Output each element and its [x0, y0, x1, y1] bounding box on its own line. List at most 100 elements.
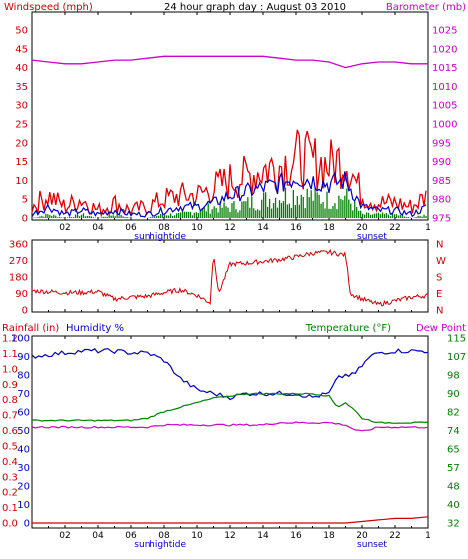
x-tick-label: 04	[92, 531, 104, 541]
humidity-tick-label: 40	[17, 445, 30, 456]
event-sunset-label: sunset	[357, 232, 387, 242]
baro-tick-label: 1025	[432, 26, 457, 37]
rainfall-tick-label: 0.8	[2, 395, 18, 406]
wind-tick-label: 0	[22, 214, 28, 225]
wind-tick-label: 10	[15, 176, 28, 187]
compass-tick-label: N	[436, 306, 443, 317]
temperature-tick-label: 48	[447, 482, 460, 493]
x-tick-label: 06	[125, 531, 137, 541]
humidity-tick-label: 20	[17, 482, 30, 493]
baro-tick-label: 980	[432, 195, 451, 206]
x-tick-label: 12	[224, 531, 235, 541]
humidity-tick-label: 30	[17, 463, 30, 474]
x-tick-label: 22	[389, 223, 400, 233]
event-hightide-label: hightide	[149, 540, 186, 550]
x-tick-label: 14	[257, 531, 269, 541]
wind_avg-series-line	[31, 171, 427, 218]
rainfall-tick-label: 1.2	[2, 334, 18, 345]
direction-series-line	[31, 248, 429, 307]
rainfall-tick-label: 1.0	[2, 364, 18, 375]
direction-tick-label: 90	[15, 289, 28, 300]
temperature-tick-label: 40	[447, 500, 460, 511]
rainfall-tick-label: 0.9	[2, 380, 18, 391]
temperature-tick-label: 115	[447, 334, 466, 345]
direction-tick-label: 180	[9, 273, 28, 284]
temperature-tick-label: 90	[447, 389, 460, 400]
wind-tick-label: 30	[15, 101, 28, 112]
panel-humidity-frame	[31, 335, 429, 529]
baro-tick-label: 995	[432, 138, 451, 149]
event-sunrise-label: sun	[134, 540, 150, 550]
compass-tick-label: W	[436, 256, 446, 267]
baro-tick-label: 1020	[432, 44, 457, 55]
rainfall-series-line	[32, 516, 429, 524]
baro-tick-label: 1015	[432, 63, 457, 74]
humidity-tick-label: 0	[24, 519, 30, 530]
humidity-tick-label: 70	[17, 389, 30, 400]
rainfall-tick-label: 0.5	[2, 441, 18, 452]
temperature-tick-label: 65	[447, 445, 460, 456]
x-tick-label: 14	[257, 223, 269, 233]
compass-tick-label: N	[436, 240, 443, 251]
wind-tick-label: 20	[15, 138, 28, 149]
x-tick-label: 02	[59, 223, 70, 233]
wind-series-line	[31, 129, 427, 218]
wind-tick-label: 15	[15, 157, 28, 168]
x-tick-label: 1	[425, 531, 431, 541]
humidity-tick-label: 50	[17, 426, 30, 437]
header-title: 24 hour graph day : August 03 2010	[164, 2, 346, 13]
baro-tick-label: 985	[432, 176, 451, 187]
wind-tick-label: 25	[15, 120, 28, 131]
x-tick-label: 16	[290, 531, 302, 541]
dewpoint-series-line	[31, 421, 429, 432]
humidity-label: Humidity %	[66, 323, 124, 334]
x-tick-label: 08	[158, 531, 170, 541]
humidity-tick-label: 10	[17, 500, 30, 511]
rainfall-tick-label: 0.7	[2, 411, 18, 422]
barometer-series-line	[31, 55, 428, 69]
wind-tick-label: 50	[15, 26, 28, 37]
x-tick-label: 12	[224, 223, 235, 233]
event-sunset-label: sunset	[357, 540, 387, 550]
event-sunrise-label: sun	[134, 232, 150, 242]
rainfall-tick-label: 1.1	[2, 349, 18, 360]
x-tick-label: 20	[356, 223, 368, 233]
humidity-series-line	[31, 348, 429, 401]
header-right-label: Barometer (mb)	[386, 2, 466, 13]
rainfall-tick-label: 0.0	[2, 519, 18, 530]
dewpoint-label: Dew Point	[416, 323, 466, 334]
x-tick-label: 18	[323, 531, 335, 541]
x-tick-label: 10	[191, 531, 203, 541]
baro-tick-label: 1010	[432, 82, 457, 93]
humidity-tick-label: 60	[17, 408, 30, 419]
rainfall-tick-label: 0.6	[2, 426, 18, 437]
rainfall-label: Rainfall (in)	[2, 323, 59, 334]
rainfall-tick-label: 0.3	[2, 472, 18, 483]
rainfall-tick-label: 0.2	[2, 488, 18, 499]
temperature-tick-label: 32	[447, 519, 460, 530]
panel-direction-frame	[31, 239, 429, 313]
x-tick-label: 18	[323, 223, 335, 233]
x-tick-label: 16	[290, 223, 302, 233]
wind-tick-label: 35	[15, 82, 28, 93]
rainfall-tick-label: 0.4	[2, 457, 18, 468]
x-tick-label: 20	[356, 531, 368, 541]
humidity-tick-label: 80	[17, 371, 30, 382]
temperature-tick-label: 98	[447, 371, 460, 382]
humidity-tick-label: 90	[17, 352, 30, 363]
panel-wind-frame	[31, 11, 429, 221]
temperature-tick-label: 57	[447, 463, 460, 474]
wind-tick-label: 40	[15, 63, 28, 74]
x-tick-label: 02	[59, 531, 70, 541]
x-tick-label: 04	[92, 223, 104, 233]
wind-tick-label: 45	[15, 44, 28, 55]
compass-tick-label: S	[436, 273, 442, 284]
header-left-label: Windspeed (mph)	[4, 2, 93, 13]
x-tick-label: 08	[158, 223, 170, 233]
temperature-tick-label: 74	[447, 426, 460, 437]
baro-tick-label: 975	[432, 214, 451, 225]
baro-tick-label: 1005	[432, 101, 457, 112]
temperature-series-line	[31, 392, 429, 424]
compass-tick-label: E	[436, 289, 442, 300]
